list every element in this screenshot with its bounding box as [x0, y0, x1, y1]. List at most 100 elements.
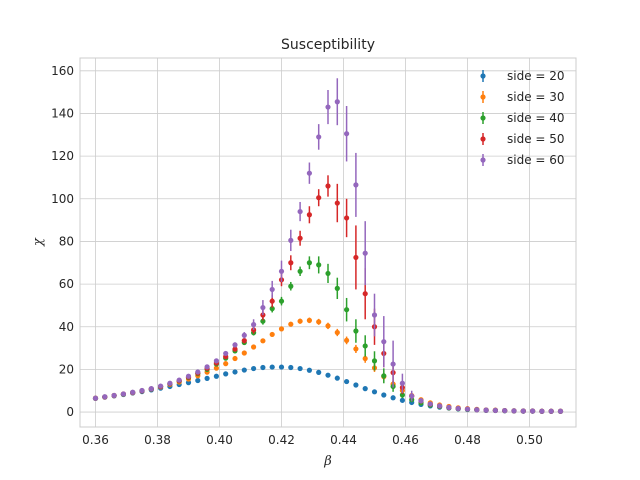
data-point — [418, 398, 424, 404]
x-tick-label: 0.38 — [144, 433, 171, 447]
y-tick-label: 40 — [59, 320, 74, 334]
legend-label: side = 60 — [507, 153, 565, 167]
data-point — [437, 403, 443, 409]
data-point — [362, 386, 368, 392]
data-point — [251, 344, 257, 350]
plot-frame — [79, 57, 577, 428]
legend-label: side = 20 — [507, 69, 565, 83]
data-point — [278, 326, 285, 332]
data-point — [381, 392, 387, 398]
data-point — [185, 380, 192, 386]
data-point — [120, 391, 126, 397]
data-point — [381, 373, 387, 379]
data-point — [306, 260, 312, 266]
data-point — [213, 358, 219, 364]
legend-item: side = 40 — [480, 111, 565, 125]
data-point — [195, 369, 201, 375]
x-tick-labels: 0.36 0.38 0.40 0.42 0.44 0.46 0.48 0.50 — [82, 433, 543, 447]
legend-marker — [480, 136, 486, 142]
data-point — [399, 397, 405, 403]
data-point — [167, 380, 173, 386]
data-point — [344, 307, 350, 313]
data-point — [269, 286, 275, 293]
data-point — [539, 408, 545, 414]
data-point — [325, 183, 331, 189]
legend-label: side = 30 — [507, 90, 565, 104]
data-point — [427, 401, 433, 407]
data-point — [278, 364, 285, 370]
data-point — [362, 355, 368, 362]
data-point — [446, 404, 452, 410]
x-tick-label: 0.48 — [454, 433, 481, 447]
y-tick-label: 160 — [51, 64, 74, 78]
legend-label: side = 50 — [507, 132, 565, 146]
y-tick-label: 100 — [51, 192, 74, 206]
data-point — [306, 367, 312, 373]
data-point — [316, 134, 322, 140]
data-point — [371, 358, 378, 364]
data-point — [232, 369, 238, 375]
y-tick-labels: 0 20 40 60 80 100 120 140 160 — [51, 64, 74, 419]
data-point — [334, 200, 340, 206]
series-5 — [92, 78, 564, 414]
data-point — [325, 104, 331, 110]
data-point — [260, 338, 266, 344]
data-point — [557, 408, 564, 414]
data-point — [344, 337, 350, 344]
data-point — [251, 322, 257, 328]
data-point — [390, 395, 396, 401]
data-point — [353, 382, 359, 388]
data-point — [548, 408, 554, 414]
data-point — [130, 389, 136, 395]
data-point — [288, 364, 294, 371]
data-point — [344, 378, 350, 385]
data-point — [316, 262, 322, 268]
data-point — [241, 338, 247, 344]
data-point — [353, 182, 359, 188]
data-point — [455, 405, 461, 412]
y-tick-label: 120 — [51, 149, 74, 163]
legend-marker — [480, 115, 486, 121]
data-point — [362, 250, 368, 256]
data-point — [223, 361, 229, 367]
data-point — [344, 131, 350, 137]
data-point — [334, 375, 340, 381]
data-point — [260, 318, 266, 324]
data-point — [474, 407, 480, 413]
legend: side = 20 side = 30 side = 40 side = 50 side… — [480, 69, 565, 167]
x-axis-label: β — [323, 454, 332, 469]
data-point — [158, 383, 164, 389]
data-point — [185, 373, 192, 379]
data-point — [288, 260, 294, 266]
data-point — [483, 407, 489, 413]
data-point — [353, 254, 359, 261]
data-point — [297, 208, 303, 215]
data-point — [223, 371, 229, 377]
x-tick-label: 0.36 — [82, 433, 109, 447]
data-point — [502, 407, 508, 414]
data-point — [260, 304, 266, 311]
x-tick-label: 0.50 — [516, 433, 543, 447]
data-point — [399, 392, 405, 398]
data-point — [92, 395, 99, 401]
data-point — [213, 365, 219, 371]
data-point — [241, 367, 247, 373]
data-point — [213, 373, 219, 379]
data-point — [390, 361, 396, 367]
data-point — [306, 170, 312, 176]
data-point — [297, 235, 303, 241]
x-tick-label: 0.44 — [330, 433, 357, 447]
data-point — [325, 323, 331, 329]
data-point — [297, 365, 303, 372]
data-point — [139, 387, 145, 394]
data-point — [316, 195, 322, 201]
data-point — [344, 215, 350, 221]
data-point — [223, 350, 229, 357]
y-tick-label: 60 — [59, 277, 74, 291]
data-point — [325, 372, 331, 378]
data-point — [278, 268, 285, 274]
data-point — [269, 298, 275, 304]
data-point — [148, 386, 154, 392]
y-tick-label: 20 — [59, 362, 74, 376]
data-point — [195, 377, 201, 384]
